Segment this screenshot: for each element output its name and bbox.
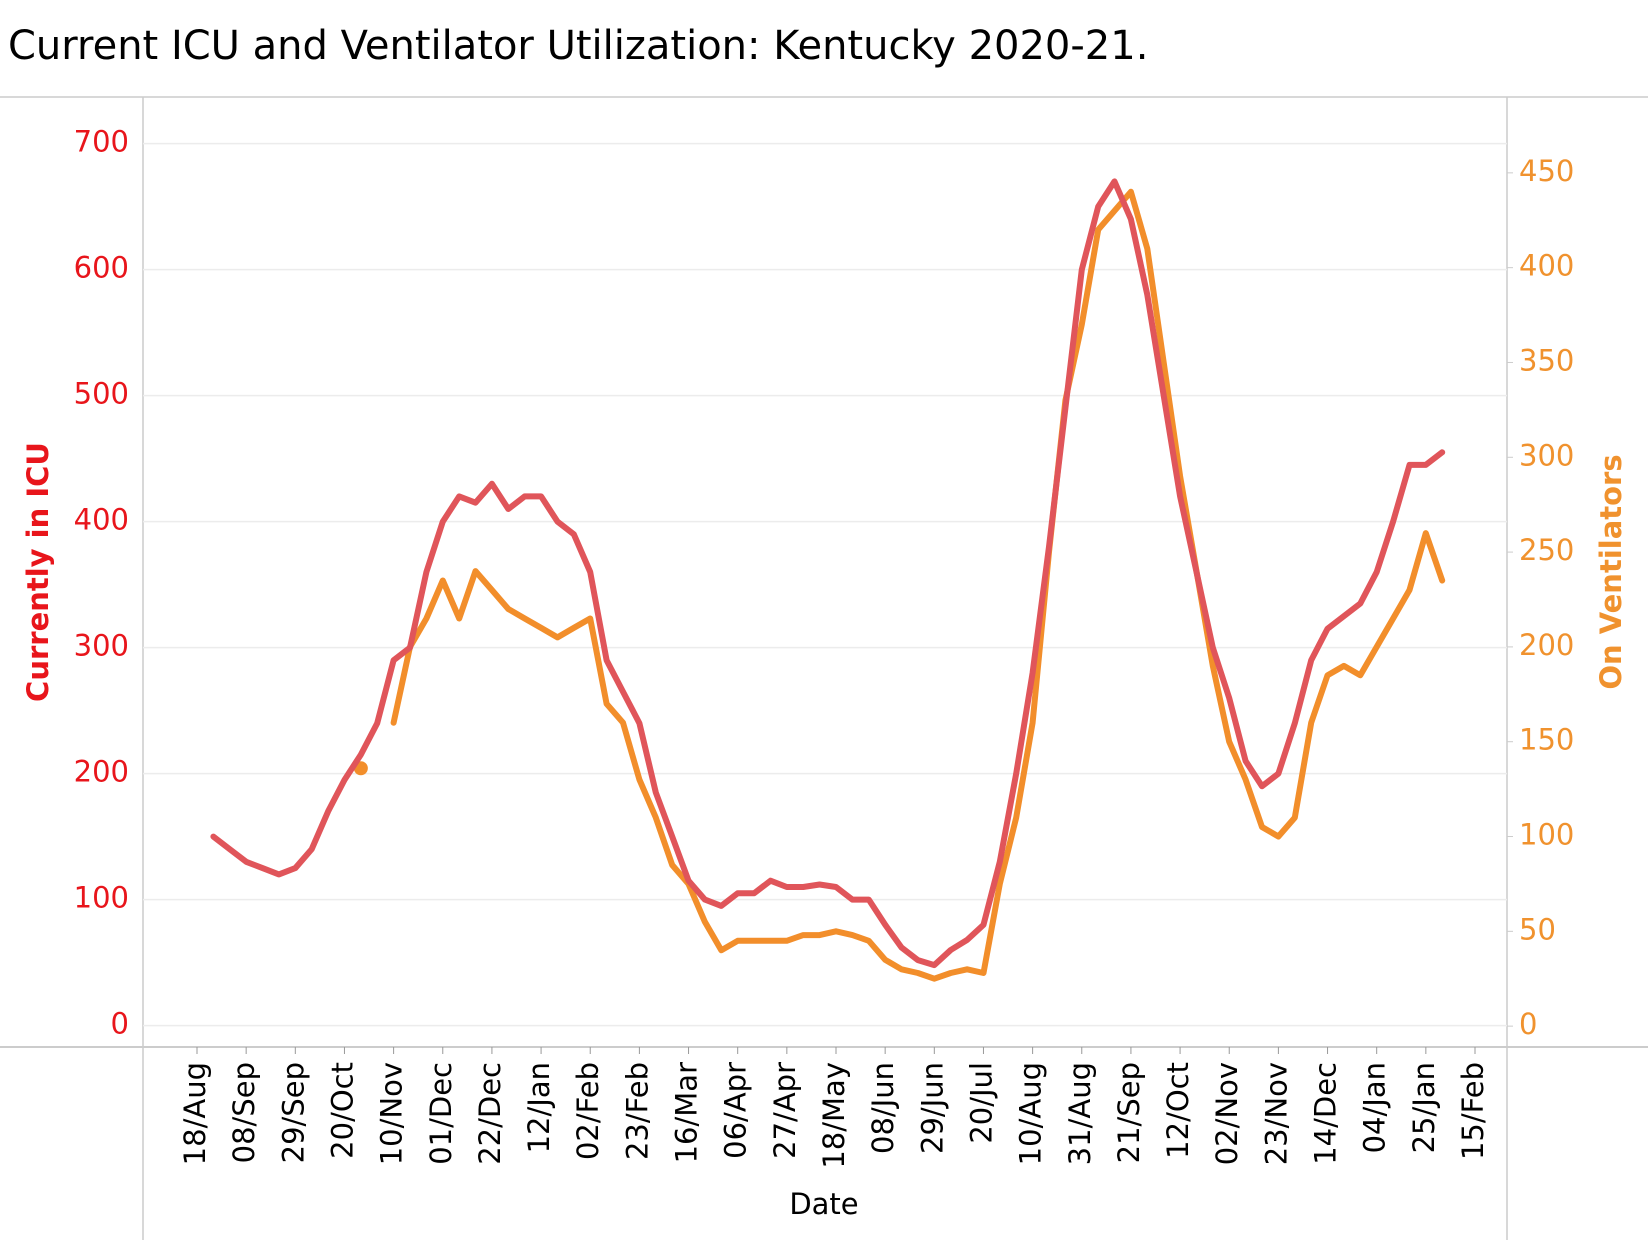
x-tick-label: 16/Mar [670,1062,704,1163]
y2-tick-label: 150 [1519,723,1574,757]
chart-title: Current ICU and Ventilator Utilization: … [8,23,1148,69]
y2-tick-label: 100 [1519,818,1574,852]
x-tick-label: 25/Jan [1407,1062,1441,1153]
x-tick-label: 08/Sep [227,1062,261,1163]
line-series [390,188,1446,982]
x-tick-label: 22/Dec [473,1062,507,1165]
y-tick-label: 500 [74,377,129,411]
x-tick-label: 27/Apr [768,1062,802,1159]
y-tick-label: 700 [74,125,129,159]
y-tick-label: 600 [74,251,129,285]
x-tick-label: 08/Jun [866,1062,900,1154]
y2-tick-label: 450 [1519,154,1574,188]
y2-tick-label: 400 [1519,249,1574,283]
x-tick-label: 02/Feb [571,1062,605,1160]
y-tick-label: 200 [74,755,129,789]
x-tick-label: 29/Sep [276,1062,310,1163]
x-tick-label: 15/Feb [1456,1062,1490,1160]
x-tick-label: 14/Dec [1309,1062,1343,1165]
x-tick-label: 12/Jan [522,1062,556,1153]
y-tick-label: 0 [111,1007,129,1041]
y2-tick-label: 350 [1519,343,1574,377]
x-tick-label: 31/Aug [1063,1062,1097,1165]
x-tick-label: 20/Jul [964,1062,998,1144]
x-tick-label: 29/Jun [915,1062,949,1154]
x-tick-label: 12/Oct [1161,1062,1195,1159]
y-tick-label: 100 [74,881,129,915]
y-tick-label: 400 [74,503,129,537]
y2-tick-label: 250 [1519,533,1574,567]
x-tick-label: 02/Nov [1210,1062,1244,1165]
y-tick-label: 300 [74,629,129,663]
y2-tick-label: 50 [1519,912,1556,946]
x-tick-label: 18/Aug [178,1062,212,1165]
x-tick-label: 06/Apr [719,1062,753,1159]
x-tick-label: 23/Feb [620,1062,654,1160]
x-tick-label: 01/Dec [424,1062,458,1165]
y2-tick-label: 0 [1519,1007,1537,1041]
x-tick-label: 23/Nov [1259,1062,1293,1165]
x-axis-label: Date [789,1187,858,1221]
y2-axis-label: On Ventilators [1594,454,1628,689]
y-axis-label: Currently in ICU [21,442,55,702]
x-tick-label: 10/Nov [375,1062,409,1165]
x-tick-label: 21/Sep [1112,1062,1146,1163]
y2-tick-label: 200 [1519,628,1574,662]
line-series [210,178,1446,969]
x-tick-label: 10/Aug [1014,1062,1048,1165]
x-tick-label: 04/Jan [1358,1062,1392,1153]
y2-tick-label: 300 [1519,438,1574,472]
x-tick-label: 20/Oct [325,1062,359,1159]
x-tick-label: 18/May [817,1062,851,1169]
